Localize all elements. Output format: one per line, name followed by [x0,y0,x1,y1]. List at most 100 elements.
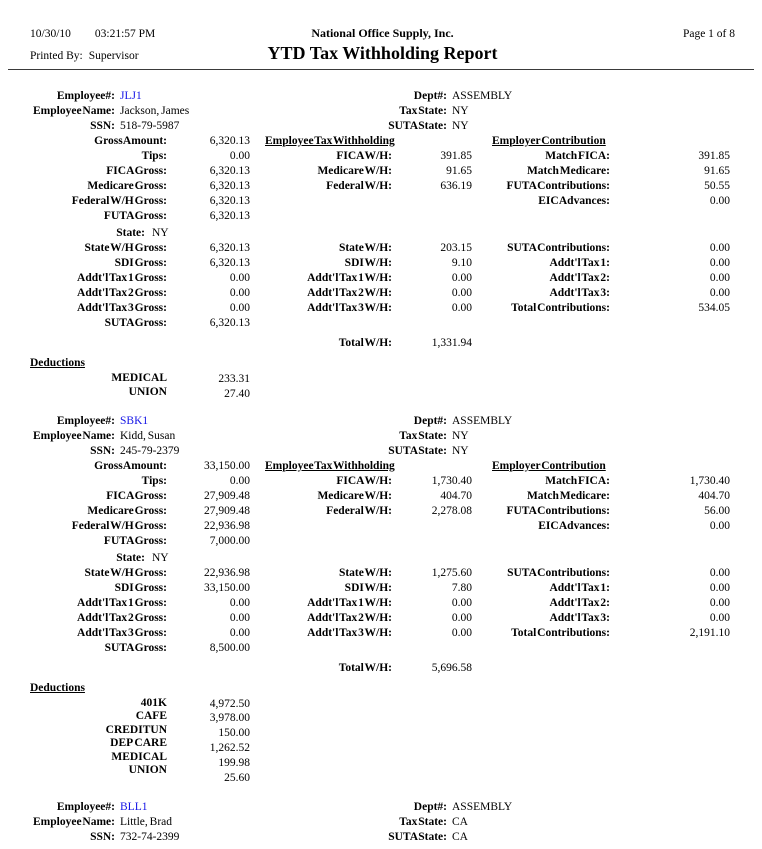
employee-number-link[interactable]: BLL1 [120,801,148,814]
printed-by-label: Printed By: [30,50,83,62]
tips-label: Tips: [141,150,167,162]
eic-advances-label: EIC Advances: [538,195,610,207]
page-indicator: Page 1 of 8 [682,28,735,40]
suta-gross-label: SUTA Gross: [104,641,167,654]
suta-contributions-value: 0.00 [709,566,730,579]
state-wh-gross-label: State W/H Gross: [84,242,167,254]
addtl-tax-2-label: Addt'l Tax 2: [549,596,610,609]
deduction-amount: 25.60 [224,771,250,784]
gross-amount-row: Gross Amount: 6,320.13 Employee Tax With… [0,134,762,149]
addtl-tax-1-label: Addt'l Tax 1: [549,257,610,269]
addtl-tax-2-gross-value: 0.00 [229,287,250,299]
suta-gross-value: 6,320.13 [209,317,250,329]
sdi-wh-value: 7.80 [451,581,472,594]
sdi-gross-value: 6,320.13 [209,257,250,269]
futa-contributions-label: FUTA Contributions: [506,504,610,517]
suta-state-label: SUTA State: [388,444,447,457]
sdi-gross-row: SDI Gross: 6,320.13 SDI W/H: 9.10 Addt'l… [0,256,762,271]
fica-wh-label: FICA W/H: [336,474,392,487]
addtl-tax-1-value: 0.00 [709,581,730,594]
addtl-tax-2-wh-value: 0.00 [451,287,472,299]
employee-name-label: Employee Name: [33,429,115,442]
gross-amount-label: Gross Amount: [94,135,167,147]
addtl-tax-1-label: Addt'l Tax 1: [549,581,610,594]
federal-wh-label: Federal W/H: [326,504,392,517]
state-wh-gross-row: State W/H Gross: 22,936.98 State W/H: 1,… [0,566,762,581]
deduction-amount: 1,262.52 [209,741,250,754]
fica-gross-label: FICA Gross: [106,489,167,502]
futa-contributions-label: FUTA Contributions: [506,180,610,192]
employee-block: Employee#: JLJ1 Dept#: ASSEMBLY Employee… [0,89,762,402]
addtl-tax-2-gross-row: Addt'l Tax 2 Gross: 0.00 Addt'l Tax 2 W/… [0,611,762,626]
ssn-label: SSN: [90,120,115,132]
medicare-gross-value: 6,320.13 [209,180,250,192]
deduction-amount: 150.00 [218,727,250,740]
tips-value: 0.00 [229,474,250,487]
employee-name-row: Employee Name: Kidd, Susan Tax State: NY [0,429,762,444]
addtl-tax-2-wh-label: Addt'l Tax 2 W/H: [307,287,392,299]
deduction-amount: 3,978.00 [209,712,250,725]
fica-gross-label: FICA Gross: [106,165,167,177]
deduction-amount: 199.98 [218,756,250,769]
federal-wh-gross-row: Federal W/H Gross: 6,320.13 EIC Advances… [0,194,762,209]
medicare-gross-row: Medicare Gross: 6,320.13 Federal W/H: 63… [0,179,762,194]
deduction-amount: 4,972.50 [209,697,250,710]
deduction-name: CREDITUN [105,723,167,736]
employee-name-value: Kidd, Susan [120,429,176,442]
tax-state-label: Tax State: [399,816,447,829]
gross-amount-label: Gross Amount: [94,459,167,472]
employee-name-row: Employee Name: Little, Brad Tax State: C… [0,815,762,830]
state-wh-label: State W/H: [338,566,392,579]
federal-wh-gross-label: Federal W/H Gross: [71,195,167,207]
employee-number-label: Employee#: [56,90,115,102]
gross-amount-row: Gross Amount: 33,150.00 Employee Tax Wit… [0,459,762,474]
ssn-row: SSN: 518-79-5987 SUTA State: NY [0,119,762,134]
tax-state-value: NY [452,429,469,442]
addtl-tax-3-wh-value: 0.00 [451,302,472,314]
addtl-tax-2-wh-value: 0.00 [451,611,472,624]
deduction-name: UNION [128,385,167,398]
employee-name-row: Employee Name: Jackson, James Tax State:… [0,104,762,119]
report-time: 03:21:57 PM [94,28,156,40]
state-wh-value: 203.15 [440,242,472,254]
addtl-tax-3-wh-value: 0.00 [451,626,472,639]
total-wh-row: Total W/H: 5,696.58 [0,661,762,676]
deduction-name: MEDICAL [111,372,167,384]
suta-contributions-label: SUTA Contributions: [507,566,610,579]
fica-gross-value: 27,909.48 [204,489,250,502]
employer-contribution-heading: Employer Contribution [492,459,606,472]
employee-number-link[interactable]: JLJ1 [120,90,142,102]
match-medicare-value: 404.70 [698,489,730,502]
employee-block: Employee#: SBK1 Dept#: ASSEMBLY Employee… [0,414,762,786]
futa-contributions-value: 50.55 [704,180,730,192]
ssn-label: SSN: [90,831,115,844]
employee-block: Employee#: BLL1 Dept#: ASSEMBLY Employee… [0,800,762,845]
state-label: State: [116,551,145,564]
federal-wh-gross-value: 6,320.13 [209,195,250,207]
report-title: YTD Tax Withholding Report [267,43,498,63]
fica-gross-value: 6,320.13 [209,165,250,177]
total-wh-value: 1,331.94 [431,337,472,349]
match-medicare-label: Match Medicare: [526,489,610,502]
addtl-tax-1-gross-label: Addt'l Tax 1 Gross: [77,596,167,609]
suta-state-value: NY [452,120,469,132]
employee-number-row: Employee#: JLJ1 Dept#: ASSEMBLY [0,89,762,104]
suta-gross-row: SUTA Gross: 6,320.13 [0,316,762,331]
total-wh-value: 5,696.58 [431,661,472,674]
addtl-tax-3-gross-value: 0.00 [229,626,250,639]
match-medicare-label: Match Medicare: [526,165,610,177]
ssn-value: 518-79-5987 [120,120,180,132]
suta-contributions-label: SUTA Contributions: [507,242,610,254]
state-wh-gross-row: State W/H Gross: 6,320.13 State W/H: 203… [0,241,762,256]
employee-number-link[interactable]: SBK1 [120,414,149,427]
employee-name-value: Little, Brad [120,816,173,829]
federal-wh-gross-value: 22,936.98 [204,519,250,532]
match-fica-value: 1,730.40 [689,474,730,487]
medicare-gross-value: 27,909.48 [204,504,250,517]
ssn-value: 245-79-2379 [120,444,180,457]
addtl-tax-1-value: 0.00 [709,257,730,269]
total-contributions-value: 534.05 [698,302,730,314]
employee-tax-withholding-heading: Employee Tax Withholding [265,459,395,472]
addtl-tax-1-wh-label: Addt'l Tax 1 W/H: [307,272,392,284]
